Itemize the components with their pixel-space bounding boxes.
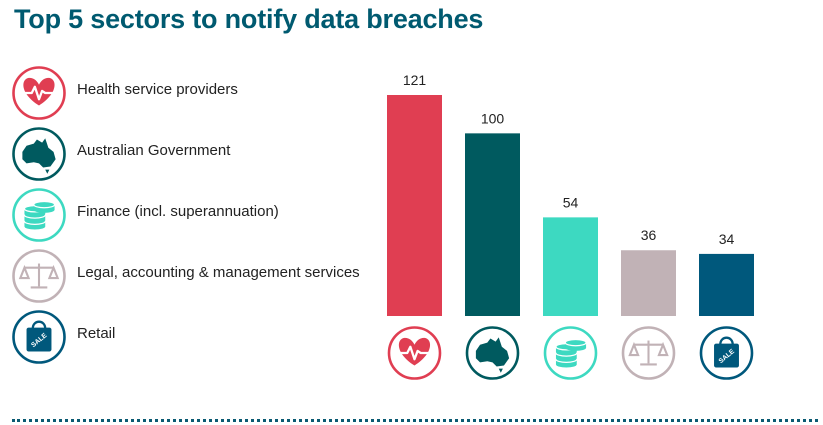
legend-label: Finance (incl. superannuation) (77, 203, 279, 220)
australia-map-icon (465, 326, 520, 380)
legend-label: Australian Government (77, 142, 231, 159)
legend-icon (12, 127, 66, 181)
legend-icon: SALE (12, 310, 66, 364)
chart-title: Top 5 sectors to notify data breaches (14, 4, 484, 34)
legend-icon (12, 188, 66, 242)
bar (465, 133, 520, 316)
data-label: 34 (719, 231, 735, 247)
coins-icon (12, 188, 66, 242)
dotted-divider (12, 419, 818, 422)
legend-label: Health service providers (77, 81, 238, 98)
scales-icon (621, 326, 676, 380)
data-label: 121 (403, 72, 427, 88)
legend-item: Australian Government (12, 127, 382, 181)
bar (543, 217, 598, 316)
bar (699, 253, 754, 316)
bar (621, 250, 676, 316)
shopping-bag-icon: SALE (12, 310, 66, 364)
shopping-bag-icon: SALE (699, 326, 754, 380)
data-label: 100 (481, 110, 505, 126)
data-label: 36 (641, 227, 657, 243)
legend-item: Health service providers (12, 66, 382, 120)
legend-item: Legal, accounting & management services (12, 249, 382, 303)
legend-item: SALE Retail (12, 310, 382, 364)
australia-map-icon (12, 127, 66, 181)
bar (387, 95, 442, 316)
data-label: 54 (563, 194, 579, 210)
legend-label: Retail (77, 325, 116, 342)
heart-pulse-icon (387, 326, 442, 380)
scales-icon (12, 249, 66, 303)
heart-pulse-icon (12, 66, 66, 120)
legend-item: Finance (incl. superannuation) (12, 188, 382, 242)
legend-icon (12, 249, 66, 303)
coins-icon (543, 326, 598, 380)
legend-label: Legal, accounting & management services (77, 264, 360, 281)
legend-icon (12, 66, 66, 120)
